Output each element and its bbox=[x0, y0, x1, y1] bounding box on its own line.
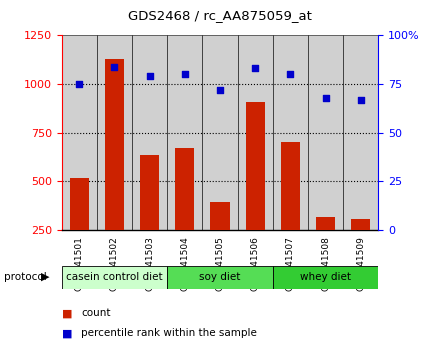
Text: ■: ■ bbox=[62, 329, 72, 338]
Bar bbox=[316, 217, 335, 230]
FancyBboxPatch shape bbox=[273, 35, 308, 230]
Text: ▶: ▶ bbox=[41, 272, 49, 282]
Bar bbox=[105, 59, 124, 230]
Point bbox=[216, 87, 224, 93]
Bar bbox=[273, 266, 378, 289]
Point bbox=[357, 97, 364, 102]
Point bbox=[111, 64, 118, 69]
Text: whey diet: whey diet bbox=[300, 272, 351, 282]
Point bbox=[146, 73, 153, 79]
Bar bbox=[70, 178, 89, 230]
Point bbox=[252, 65, 259, 71]
Bar bbox=[62, 266, 167, 289]
Bar bbox=[140, 155, 159, 230]
FancyBboxPatch shape bbox=[308, 35, 343, 230]
Bar bbox=[167, 266, 273, 289]
Bar bbox=[281, 142, 300, 230]
FancyBboxPatch shape bbox=[62, 35, 97, 230]
Text: ■: ■ bbox=[62, 308, 72, 318]
Bar bbox=[175, 148, 194, 230]
Text: protocol: protocol bbox=[4, 272, 47, 282]
FancyBboxPatch shape bbox=[238, 35, 273, 230]
Bar bbox=[246, 102, 265, 230]
Point bbox=[181, 72, 188, 77]
Bar bbox=[351, 219, 370, 230]
Text: GDS2468 / rc_AA875059_at: GDS2468 / rc_AA875059_at bbox=[128, 9, 312, 22]
Point bbox=[287, 72, 294, 77]
FancyBboxPatch shape bbox=[202, 35, 238, 230]
Text: soy diet: soy diet bbox=[199, 272, 241, 282]
Text: count: count bbox=[81, 308, 111, 318]
FancyBboxPatch shape bbox=[132, 35, 167, 230]
Text: casein control diet: casein control diet bbox=[66, 272, 163, 282]
FancyBboxPatch shape bbox=[97, 35, 132, 230]
Bar bbox=[210, 202, 230, 230]
Point bbox=[76, 81, 83, 87]
Text: percentile rank within the sample: percentile rank within the sample bbox=[81, 329, 257, 338]
Point bbox=[322, 95, 329, 101]
FancyBboxPatch shape bbox=[343, 35, 378, 230]
FancyBboxPatch shape bbox=[167, 35, 202, 230]
